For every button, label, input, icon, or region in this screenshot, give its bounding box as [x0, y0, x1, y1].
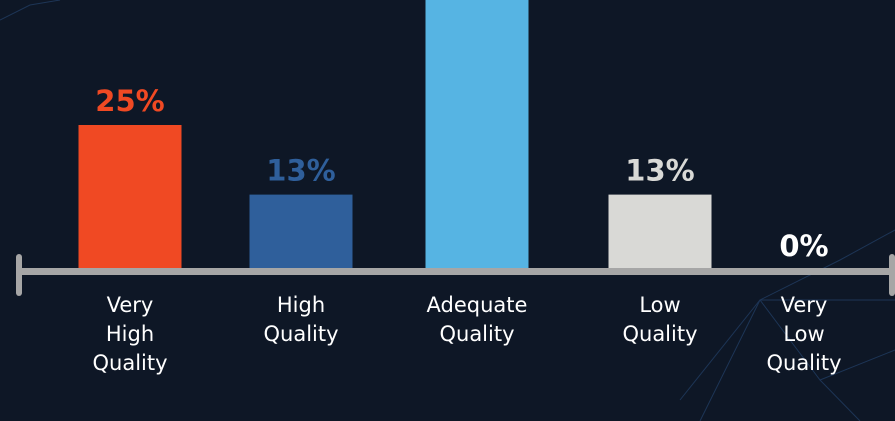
axis-line: [17, 268, 895, 275]
category-label: Very High Quality: [92, 293, 168, 375]
bar: [78, 125, 182, 270]
bar: [249, 194, 353, 270]
value-label: 13%: [625, 154, 694, 188]
category-label: Low Quality: [622, 293, 698, 346]
axis-cap: [889, 254, 895, 296]
value-label: 25%: [95, 84, 164, 118]
value-label: 13%: [266, 154, 335, 188]
bar: [425, 0, 529, 271]
category-label: High Quality: [263, 293, 339, 346]
value-label: 0%: [779, 229, 828, 263]
axis-cap: [16, 254, 22, 296]
category-label: Adequate Quality: [426, 293, 528, 346]
bar: [608, 194, 712, 270]
category-label: Very Low Quality: [766, 293, 842, 375]
